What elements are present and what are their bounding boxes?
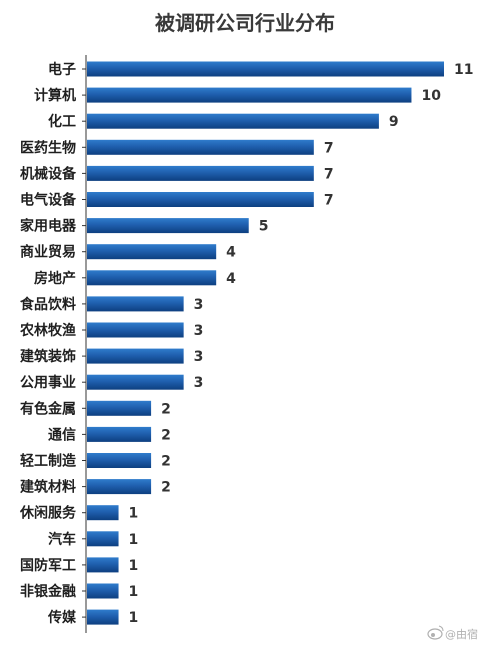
category-label: 食品饮料 — [20, 296, 76, 313]
bar — [87, 270, 217, 286]
category-label: 休闲服务 — [19, 505, 77, 522]
value-label: 2 — [161, 427, 171, 443]
bar — [87, 139, 314, 155]
value-label: 1 — [129, 506, 139, 522]
bar — [87, 87, 412, 103]
watermark-text: @由宿 — [445, 627, 478, 641]
value-label: 3 — [194, 323, 204, 339]
bar — [87, 557, 119, 573]
category-label: 轻工制造 — [20, 453, 76, 470]
value-label: 1 — [129, 584, 139, 600]
category-label: 建筑装饰 — [20, 348, 76, 365]
value-label: 7 — [324, 193, 334, 209]
category-label: 汽车 — [48, 531, 76, 548]
bar — [87, 609, 119, 625]
category-label: 商业贸易 — [20, 244, 76, 261]
value-label: 4 — [226, 245, 236, 261]
value-label: 7 — [324, 140, 334, 156]
value-label: 10 — [421, 88, 441, 104]
category-label: 建筑材料 — [20, 479, 76, 496]
bar — [87, 479, 152, 495]
category-label: 化工 — [48, 113, 76, 130]
value-label: 7 — [324, 166, 334, 182]
bar — [87, 322, 184, 338]
bar — [87, 296, 184, 312]
bar — [87, 192, 314, 207]
chart-title: 被调研公司行业分布 — [155, 11, 335, 35]
value-label: 1 — [129, 610, 139, 626]
category-label: 房地产 — [34, 270, 76, 287]
category-label: 传媒 — [47, 609, 77, 626]
bar — [87, 583, 119, 599]
category-label: 公用事业 — [20, 374, 76, 391]
bar — [87, 505, 119, 521]
category-label: 非银金融 — [20, 583, 76, 600]
category-label: 机械设备 — [20, 165, 77, 182]
value-label: 9 — [389, 114, 399, 130]
category-label: 有色金属 — [20, 400, 76, 417]
category-label: 农林牧渔 — [19, 322, 76, 339]
value-label: 2 — [161, 480, 171, 496]
weibo-logo-icon — [427, 625, 444, 640]
category-label: 电子 — [48, 61, 76, 78]
bar — [87, 244, 217, 260]
category-label: 医药生物 — [20, 139, 76, 156]
value-label: 1 — [129, 532, 139, 548]
bar — [87, 113, 379, 129]
category-label: 家用电器 — [20, 218, 77, 235]
bar — [87, 374, 184, 390]
category-label: 电气设备 — [20, 192, 77, 209]
category-label: 通信 — [48, 426, 76, 443]
bar — [87, 218, 249, 234]
category-label: 计算机 — [34, 87, 76, 104]
bar — [87, 348, 184, 364]
watermark: @由宿 — [427, 625, 478, 641]
value-label: 3 — [194, 349, 204, 365]
bar — [87, 61, 444, 77]
bar — [87, 531, 119, 547]
value-label: 1 — [129, 558, 139, 574]
bar — [87, 426, 152, 442]
value-label: 3 — [194, 375, 204, 391]
value-label: 2 — [161, 401, 171, 417]
value-label: 3 — [194, 297, 204, 313]
value-label: 4 — [226, 271, 236, 287]
bar — [87, 453, 152, 468]
value-label: 11 — [454, 62, 473, 78]
bar — [87, 165, 314, 181]
category-label: 国防军工 — [20, 557, 76, 574]
value-label: 5 — [259, 219, 269, 235]
bar — [87, 400, 152, 416]
value-label: 2 — [161, 454, 171, 470]
